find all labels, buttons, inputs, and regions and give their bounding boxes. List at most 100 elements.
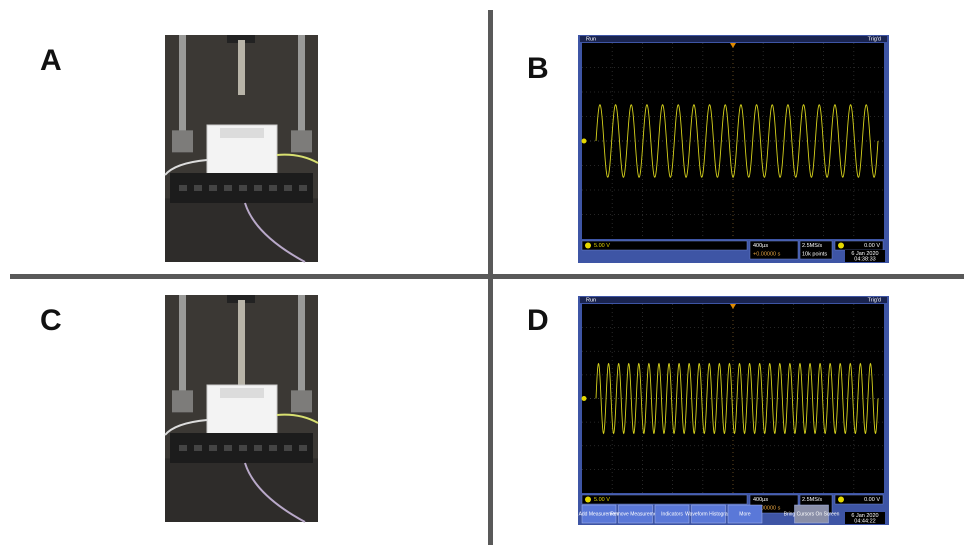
horizontal-divider — [10, 274, 964, 279]
bolt — [269, 185, 277, 191]
menu-button[interactable] — [618, 504, 653, 524]
rod-base — [291, 390, 312, 413]
floor — [165, 198, 318, 262]
cable — [276, 413, 319, 424]
readout — [749, 240, 799, 260]
channel-icon — [585, 496, 591, 503]
channel-icon — [838, 242, 844, 249]
sample-rate: 2.5MS/s — [802, 243, 822, 249]
bolt — [209, 185, 217, 191]
rod-base — [172, 390, 193, 413]
menu-button[interactable] — [794, 504, 829, 524]
crosshead — [227, 295, 255, 303]
date: 6 Jan 2020 — [851, 513, 878, 519]
menu-button-label: Waveform Histogram — [685, 511, 732, 517]
sample-rate: 2.5MS/s — [802, 497, 822, 503]
bolt — [254, 185, 262, 191]
record-length: 10k points — [802, 251, 827, 257]
bolt — [179, 185, 187, 191]
menu-button-label: Indicators — [661, 511, 683, 517]
menu-button[interactable] — [727, 504, 763, 524]
mould-slot — [220, 388, 264, 398]
bolt — [209, 445, 217, 451]
bolt — [269, 445, 277, 451]
readout — [834, 494, 884, 505]
readout — [799, 240, 833, 260]
panel-label: A — [40, 44, 62, 77]
bolt — [179, 445, 187, 451]
volts-per-div: 5.00 V — [594, 243, 610, 249]
trigger-status: Trig'd — [868, 297, 881, 303]
panel-label: C — [40, 304, 62, 337]
run-status: Run — [586, 36, 596, 42]
readout — [581, 494, 748, 505]
waveform — [595, 104, 879, 178]
readout — [581, 240, 748, 251]
time: 04:44:22 — [854, 518, 875, 524]
menu-button[interactable] — [691, 504, 726, 524]
date-box — [845, 512, 885, 524]
bolt — [239, 445, 247, 451]
timebase: 400µs — [753, 497, 768, 503]
menu-button-label: Bring Cursors On Screen — [784, 511, 840, 517]
cable — [244, 462, 306, 523]
top-bar — [580, 36, 887, 42]
mould-slot — [220, 128, 264, 138]
panel-label: B — [527, 52, 549, 85]
delay: +0.00000 s — [753, 251, 781, 257]
rod — [298, 35, 305, 149]
panel-label: D — [527, 304, 549, 337]
screen — [582, 304, 884, 493]
bolt — [284, 445, 292, 451]
crosshead — [227, 35, 255, 43]
photo — [164, 35, 319, 263]
loading-rod — [238, 40, 245, 95]
channel-icon — [838, 496, 844, 503]
rod — [179, 35, 186, 149]
rod — [179, 295, 186, 409]
cable — [164, 159, 208, 176]
channel-marker — [581, 138, 587, 144]
time: 04:38:33 — [854, 256, 875, 262]
menu-button-label: More — [739, 511, 751, 517]
cable — [276, 153, 319, 164]
bolt — [284, 185, 292, 191]
loading-rod — [238, 300, 245, 395]
menu-button-label: Add Measurement — [579, 511, 620, 517]
menu-button[interactable] — [581, 504, 617, 524]
menu-button-label: Remove Measurement — [610, 511, 661, 517]
bolt — [194, 445, 202, 451]
bolt — [224, 445, 232, 451]
bolt — [194, 185, 202, 191]
bolt — [224, 185, 232, 191]
channel-marker — [581, 396, 587, 401]
channel-icon — [585, 242, 591, 249]
bolt — [299, 445, 307, 451]
timebase: 400µs — [753, 243, 768, 249]
top-bar — [580, 297, 887, 303]
bolt — [239, 185, 247, 191]
date-box — [845, 250, 885, 262]
photo — [164, 295, 319, 523]
rod-base — [291, 130, 312, 153]
trigger-marker — [730, 43, 736, 48]
trigger-marker — [730, 304, 736, 309]
oscilloscope-screen: Run Trig'd 5.00 V 400µs +0.00000 s 2.5MS/s 10k… — [578, 35, 889, 263]
delay: +0.00000 s — [753, 505, 781, 511]
volts-per-div: 5.00 V — [594, 497, 610, 503]
rod — [298, 295, 305, 409]
date: 6 Jan 2020 — [851, 251, 878, 257]
trigger-status: Trig'd — [868, 36, 881, 42]
cable — [164, 419, 208, 436]
trigger-level: 0.00 V — [864, 243, 880, 249]
bolt — [299, 185, 307, 191]
cable — [244, 202, 306, 263]
rod-base — [172, 130, 193, 153]
run-status: Run — [586, 297, 596, 303]
floor — [165, 458, 318, 522]
menu-button[interactable] — [654, 504, 690, 524]
trigger-level: 0.00 V — [864, 497, 880, 503]
bolt — [254, 445, 262, 451]
